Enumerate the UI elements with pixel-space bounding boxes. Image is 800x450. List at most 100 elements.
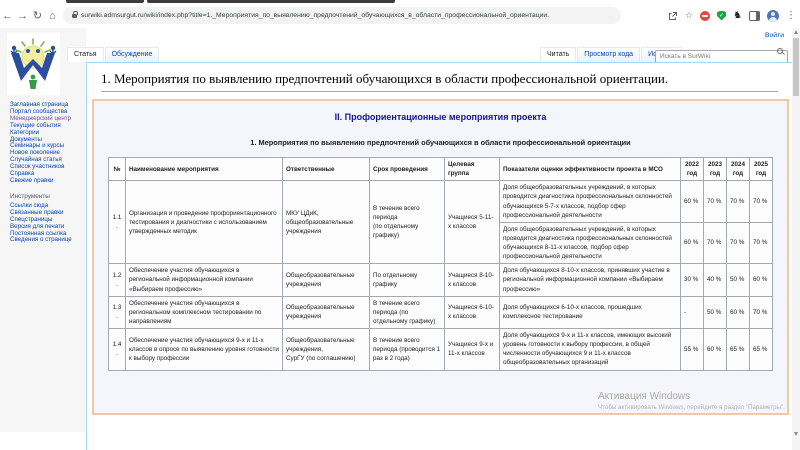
project-box: II. Профориентационные мероприятия проек… xyxy=(92,99,789,415)
profile-avatar[interactable] xyxy=(767,9,779,22)
table-cell: 40 % xyxy=(703,263,727,297)
table-body: 1.1. Организация и проведение профориента… xyxy=(108,180,773,371)
table-header: № xyxy=(108,156,126,182)
forward-icon[interactable]: → xyxy=(17,9,28,22)
sidebar-item[interactable]: Свежие правки xyxy=(10,176,54,184)
sidebar-item[interactable]: Версия для печати xyxy=(10,222,65,230)
dark-extension-icon[interactable]: ♞ xyxy=(733,9,742,21)
table-header-row: № Наименование мероприятия Ответственные Ср… xyxy=(108,156,773,182)
table-cell: Организация и проведение профориентацион… xyxy=(125,180,283,265)
sidebar-item[interactable]: Спецстраницы xyxy=(10,215,53,223)
table-row: 1.1. Организация и проведение профориента… xyxy=(108,180,773,265)
table-cell: 70 % xyxy=(703,221,727,265)
search-icon[interactable] xyxy=(777,48,783,54)
table-cell: По отдельному графику xyxy=(369,263,445,297)
table-row: 1.3. Обеспечение участия обучающихся в ре… xyxy=(108,295,773,330)
table-cell: 65 % xyxy=(726,328,750,371)
table-cell: 50 % xyxy=(703,295,727,330)
activities-table: № Наименование мероприятия Ответственные Ср… xyxy=(108,156,773,371)
address-bar[interactable]: surwiki.admsurgut.ru/wiki/index.php?titl… xyxy=(63,7,621,24)
browser-tab-strip[interactable] xyxy=(147,0,395,3)
table-cell: 60 % xyxy=(749,263,773,297)
page-title: 1. Мероприятия по выявлению предпочтений… xyxy=(101,71,778,92)
sidebar-item[interactable]: Список участников xyxy=(10,163,65,171)
table-cell: Обеспечение участия обучающихся 9-х и 11… xyxy=(125,328,283,371)
reload-icon[interactable]: ↻ xyxy=(32,10,43,22)
url-text: surwiki.admsurgut.ru/wiki/index.php?titl… xyxy=(81,12,550,19)
side-panel-icon[interactable] xyxy=(749,10,760,21)
table-cell: МКУ ЦДиК, общеобразовательные учреждения xyxy=(282,180,370,265)
surwiki-logo[interactable] xyxy=(7,33,60,95)
table-head: № Наименование мероприятия Ответственные Ср… xyxy=(108,156,773,182)
share-icon[interactable] xyxy=(668,11,678,21)
sidebar-item[interactable]: Ссылки сюда xyxy=(10,201,49,209)
home-icon[interactable]: ⌂ xyxy=(49,9,56,22)
search-box xyxy=(655,45,788,63)
sidebar-item[interactable]: Случайная статья xyxy=(10,156,62,164)
browser-toolbar: ← → ↻ ⌂ surwiki.admsurgut.ru/wiki/index.… xyxy=(0,3,800,29)
table-cell: Общеобразовательные учреждения, СурГУ (п… xyxy=(282,328,370,371)
table-cell: Учащиеся 9-х и 11-х классов xyxy=(444,328,500,371)
table-cell: 60 % xyxy=(726,295,750,330)
table-header: Наименование мероприятия xyxy=(125,156,283,182)
table-cell: 60 % xyxy=(680,180,704,223)
table-cell: 1.1. xyxy=(108,180,126,265)
sidebar-navigation: Заглавная страница Портал сообщества Менед… xyxy=(10,101,84,244)
sidebar-item[interactable]: Связанные правки xyxy=(10,208,64,216)
table-header: 2024 год xyxy=(726,156,750,182)
scroll-up-icon[interactable] xyxy=(793,30,798,34)
sidebar-item[interactable]: Категории xyxy=(10,128,40,136)
tab-Читать[interactable]: Читать xyxy=(540,47,577,62)
sidebar-item[interactable]: Постоянная ссылка xyxy=(10,229,67,237)
box-heading: II. Профориентационные мероприятия проек… xyxy=(334,112,547,122)
search-input[interactable] xyxy=(655,50,788,63)
table-cell: Учащиеся 8-10-х классов xyxy=(444,263,500,297)
watermark-title: Активация Windows xyxy=(598,391,691,402)
table-header: Срок проведения xyxy=(369,156,445,182)
tab-Обсуждение[interactable]: Обсуждение xyxy=(104,47,160,62)
table-header: 2025 год xyxy=(749,156,773,182)
scroll-down-icon[interactable] xyxy=(793,432,798,436)
tab-Статья[interactable]: Статья xyxy=(67,47,104,62)
login-link[interactable]: Войти xyxy=(764,32,784,39)
box-subtitle: 1. Мероприятия по выявлению предпочтений… xyxy=(250,138,631,147)
sidebar-item[interactable]: Текущие события xyxy=(10,121,61,129)
table-cell: Общеобразовательные учреждения xyxy=(282,295,370,330)
table-cell: 60 % xyxy=(703,328,727,371)
table-header: Ответственные xyxy=(282,156,370,182)
sidebar-item[interactable]: Портал сообщества xyxy=(10,107,68,115)
article-content: 1. Мероприятия по выявлению предпочтений… xyxy=(86,62,792,450)
table-cell: В течение всего периода (по отдельному г… xyxy=(369,180,445,265)
sidebar-item[interactable]: Справка xyxy=(10,170,35,178)
browser-tab-strip[interactable] xyxy=(66,0,144,3)
sidebar-item[interactable]: Сведения о странице xyxy=(10,236,72,244)
sidebar-background xyxy=(0,28,86,432)
wiki-page: Войти Статья Обсуждение Читать Просмотр ко… xyxy=(0,28,800,450)
page-tabs: Статья Обсуждение xyxy=(67,44,160,62)
table-cell: Доля обучающихся 6-10-х классов, прошедш… xyxy=(499,295,681,330)
sidebar-item[interactable]: Менеджерский центр xyxy=(10,114,72,122)
tab-Просмотр кода[interactable]: Просмотр кода xyxy=(577,47,641,62)
table-cell: 50 % xyxy=(726,263,750,297)
browser-menu-icon[interactable]: ⋮ xyxy=(786,10,796,21)
sidebar-item[interactable]: Документы xyxy=(10,135,42,143)
sidebar-item[interactable]: Заглавная страница xyxy=(10,101,69,108)
table-cell: Доля обучающихся 8-10-х классов, принявш… xyxy=(499,263,681,297)
sidebar-item[interactable]: Новое поколение xyxy=(10,149,60,157)
table-cell: 70 % xyxy=(749,295,773,330)
sidebar-tools-header: Инструменты xyxy=(10,192,50,200)
sidebar-item[interactable]: Семинары и курсы xyxy=(10,142,65,150)
table-cell: Обеспечение участия обучающихся в регион… xyxy=(125,295,283,330)
shield-extension-icon[interactable]: ✓ xyxy=(717,10,727,21)
adblock-extension-icon[interactable] xyxy=(700,10,711,21)
table-header: 2023 год xyxy=(703,156,727,182)
table-cell: 70 % xyxy=(726,180,750,223)
scrollbar-thumb[interactable] xyxy=(793,38,799,96)
table-cell: 1.4. xyxy=(108,328,126,371)
back-icon[interactable]: ← xyxy=(2,9,13,22)
bookmark-star-icon[interactable]: ☆ xyxy=(684,10,694,20)
vertical-scrollbar[interactable] xyxy=(792,28,800,450)
table-header: Целевая группа xyxy=(444,156,500,182)
windows-activation-watermark: Активация Windows Чтобы активировать Win… xyxy=(598,391,785,411)
